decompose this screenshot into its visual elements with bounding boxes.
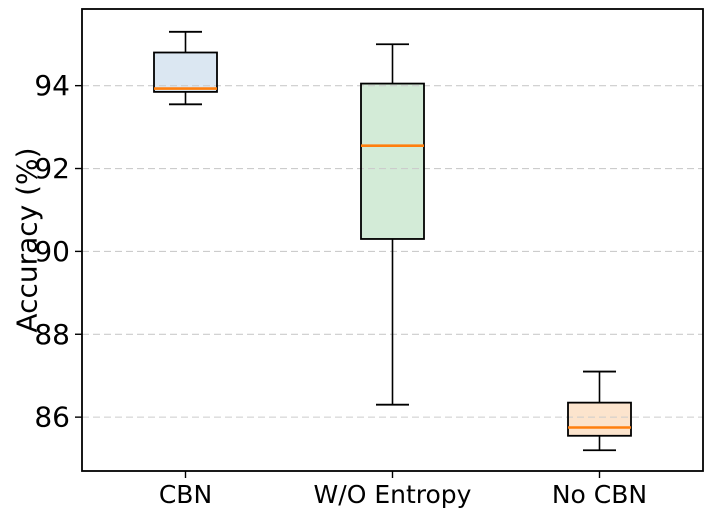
- box-rect: [153, 51, 218, 93]
- y-tick-label: 92: [34, 152, 70, 185]
- y-axis-label: Accuracy (%): [11, 147, 44, 332]
- y-tick-label: 94: [34, 69, 70, 102]
- y-tick-label: 86: [34, 401, 70, 434]
- x-tick-label: W/O Entropy: [314, 480, 472, 509]
- y-tick-label: 90: [34, 235, 70, 268]
- x-tick-label: CBN: [159, 480, 212, 509]
- y-tick-label: 88: [34, 318, 70, 351]
- box-rect: [360, 82, 425, 240]
- box-fill: [568, 402, 631, 436]
- box-fill: [361, 83, 424, 239]
- box-rect: [567, 401, 632, 437]
- x-tick-label: No CBN: [552, 480, 647, 509]
